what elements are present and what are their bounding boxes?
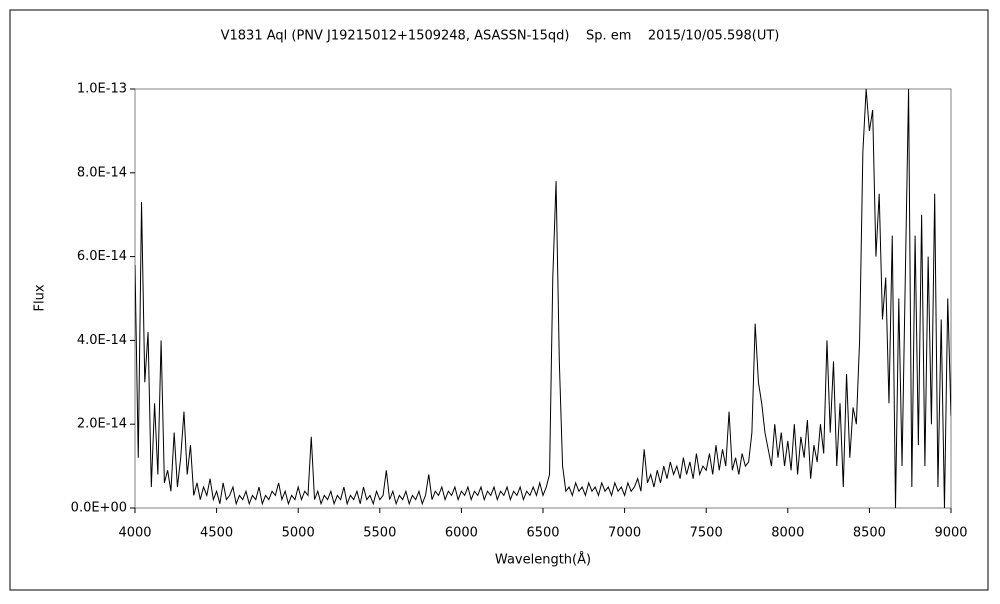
y-tick-label: 4.0E-14 — [77, 333, 127, 348]
x-tick-label: 4500 — [200, 526, 233, 541]
y-tick-label: 6.0E-14 — [77, 249, 127, 264]
x-tick-label: 5500 — [363, 526, 396, 541]
spectrum-line — [135, 89, 951, 508]
x-tick-label: 9000 — [934, 526, 967, 541]
y-tick-label: 1.0E-13 — [77, 82, 127, 97]
x-tick-label: 4000 — [118, 526, 151, 541]
x-tick-label: 7000 — [608, 526, 641, 541]
chart-frame — [9, 9, 989, 591]
x-axis-label: Wavelength(Å) — [495, 552, 591, 568]
y-tick-label: 0.0E+00 — [71, 501, 127, 516]
x-tick-label: 5000 — [282, 526, 315, 541]
y-tick-label: 8.0E-14 — [77, 165, 127, 180]
x-tick-label: 6500 — [526, 526, 559, 541]
x-tick-label: 7500 — [690, 526, 723, 541]
y-axis-label: Flux — [33, 284, 48, 311]
x-tick-label: 8000 — [771, 526, 804, 541]
x-tick-label: 8500 — [853, 526, 886, 541]
y-tick-label: 2.0E-14 — [77, 417, 127, 432]
chart-title: V1831 Aql (PNV J19215012+1509248, ASASSN… — [221, 29, 780, 44]
x-tick-label: 6000 — [445, 526, 478, 541]
